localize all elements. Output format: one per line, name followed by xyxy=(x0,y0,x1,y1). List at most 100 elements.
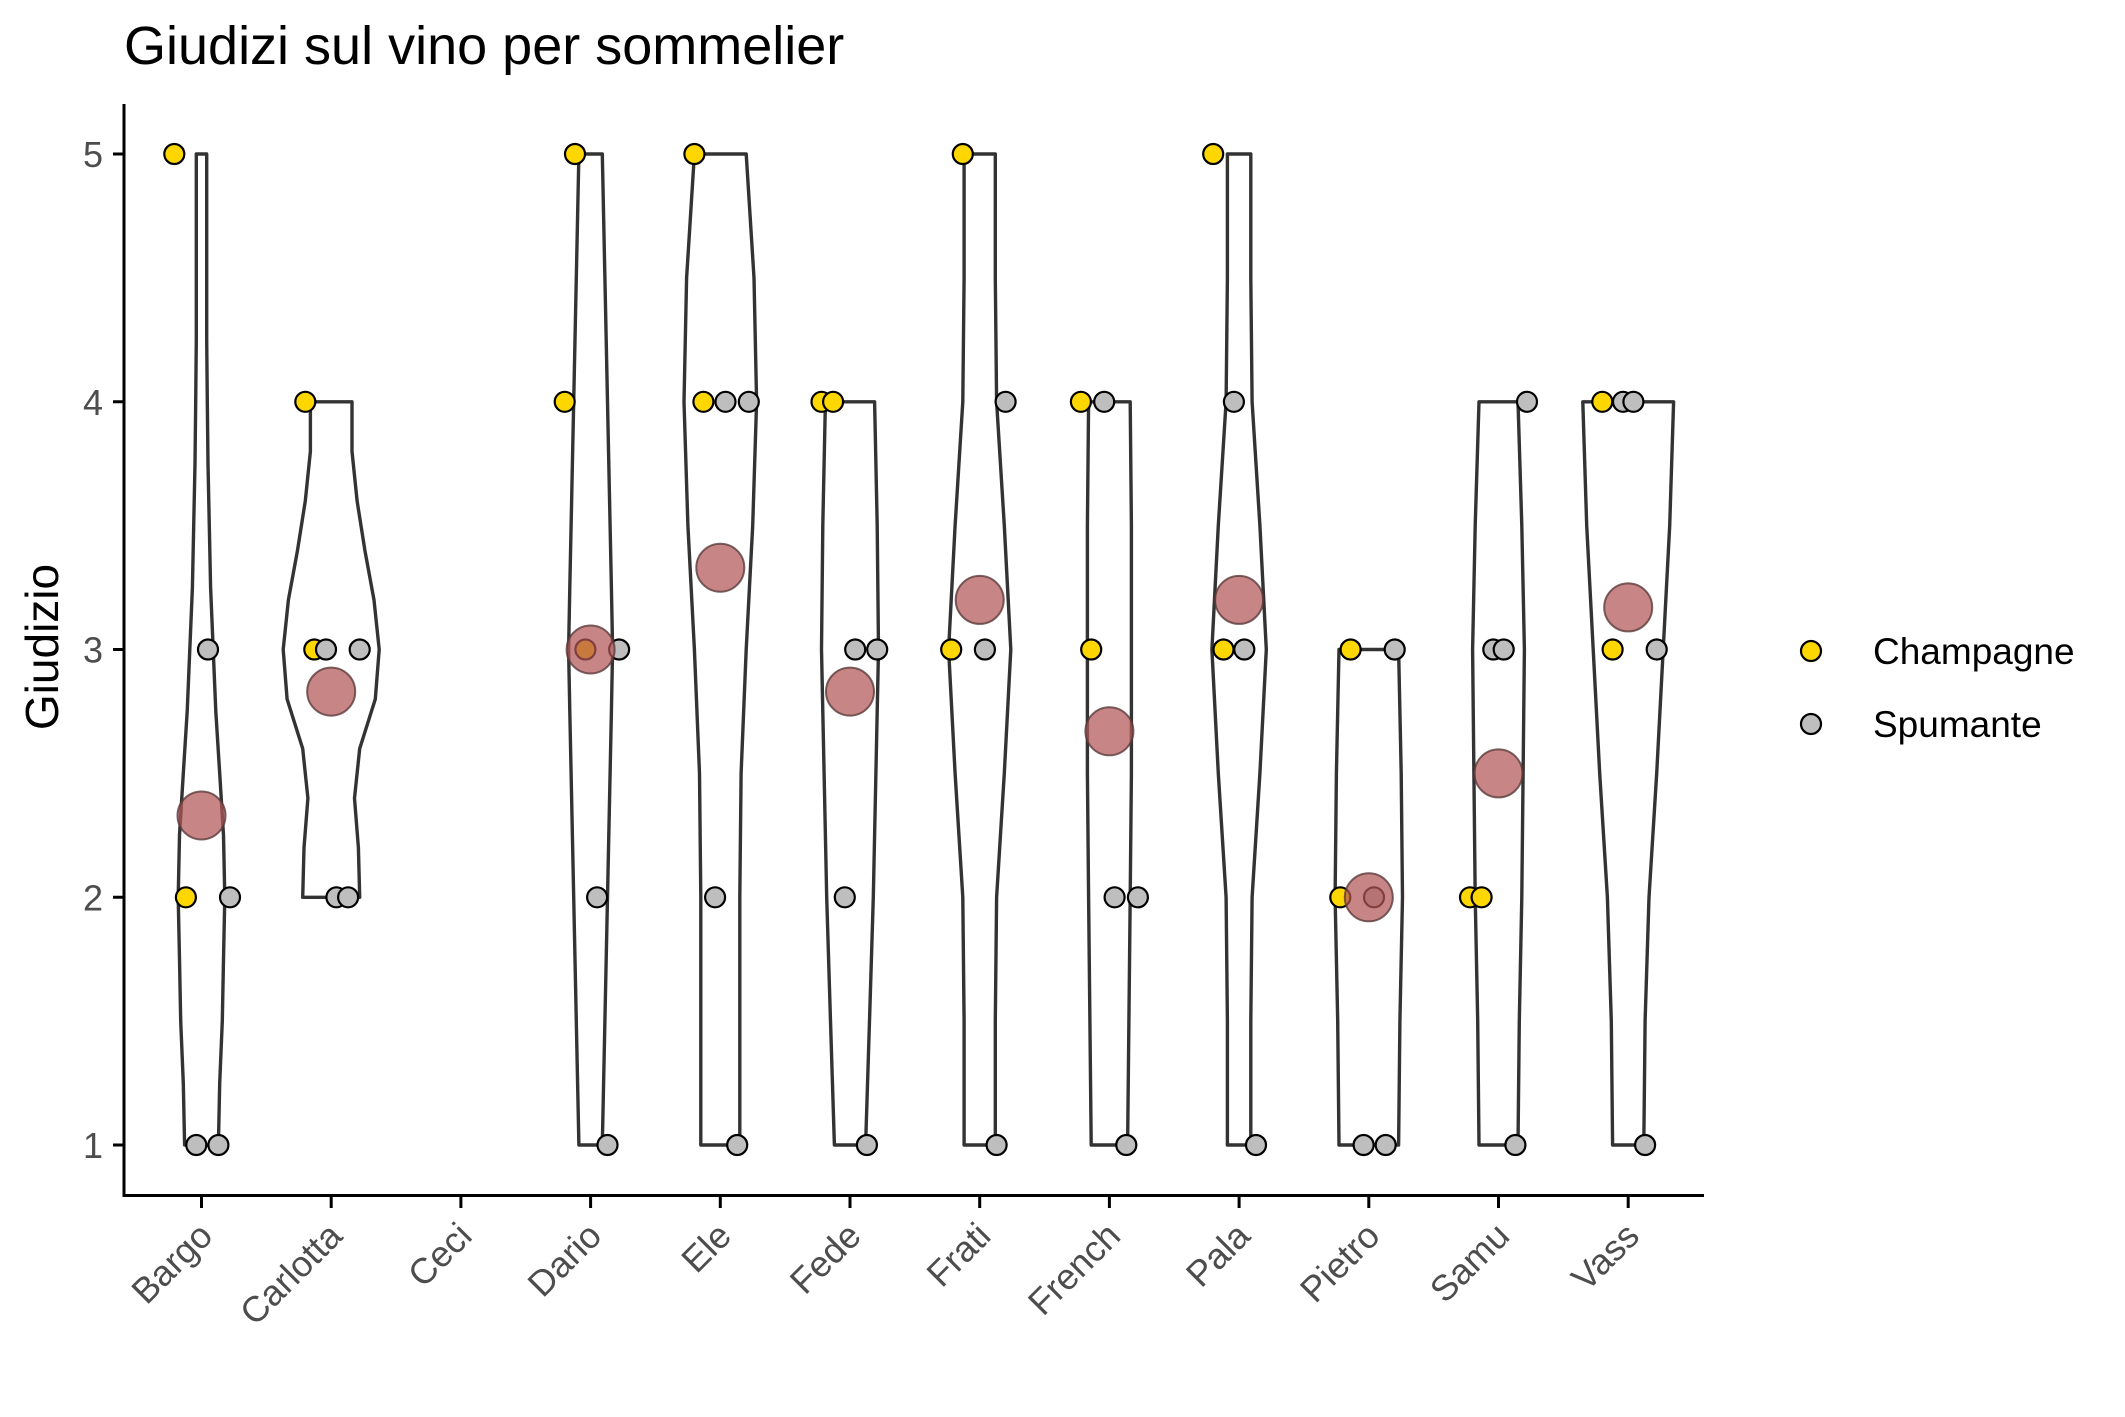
x-axis: Bargo Carlotta Ceci Dario Ele Fede Frati French… xyxy=(122,1194,1704,1333)
point-champagne-ele-7 xyxy=(683,142,706,166)
point-spumante-samu-36 xyxy=(1504,1133,1527,1157)
point-spumante-frati-19 xyxy=(994,390,1017,413)
point-champagne-vass-22 xyxy=(1601,638,1624,661)
violin-samu xyxy=(1470,400,1527,1147)
point-spumante-bargo-1 xyxy=(218,886,242,909)
point-champagne-pala-15 xyxy=(1202,142,1225,166)
legend-item-champagne: Champagne xyxy=(1799,631,2075,672)
mean-pala xyxy=(1214,574,1265,625)
point-spumante-pietro-29 xyxy=(1383,638,1406,661)
y-tick-label-1: 1 xyxy=(83,1125,103,1166)
point-spumante-vass-38 xyxy=(1622,390,1645,413)
point-spumante-french-22 xyxy=(1093,390,1116,413)
y-tick-label-3: 3 xyxy=(83,630,103,671)
x-tick-label-samu: Samu xyxy=(1422,1215,1517,1310)
x-tick-label-french: French xyxy=(1020,1215,1128,1323)
y-tick-label-4: 4 xyxy=(83,382,103,423)
mean-frati xyxy=(954,574,1005,625)
y-axis: 1 2 3 4 5 xyxy=(83,104,126,1197)
point-spumante-french-24 xyxy=(1126,886,1150,909)
point-champagne-fede-10 xyxy=(821,390,845,413)
point-spumante-bargo-0 xyxy=(196,638,220,661)
point-spumante-bargo-3 xyxy=(207,1133,230,1157)
legend-key-champagne xyxy=(1799,639,1823,663)
mean-samu xyxy=(1473,748,1524,799)
x-tick-label-ceci: Ceci xyxy=(400,1215,480,1295)
legend: Champagne Spumante xyxy=(1799,631,2075,745)
violin-layer xyxy=(176,152,1676,1147)
legend-item-spumante: Spumante xyxy=(1799,704,2042,745)
x-tick-label-frati: Frati xyxy=(918,1215,998,1295)
violin-fede xyxy=(819,400,881,1147)
x-tick-label-fede: Fede xyxy=(782,1215,869,1302)
point-spumante-frati-21 xyxy=(985,1133,1008,1157)
y-axis-title: Giudizio xyxy=(16,564,68,730)
point-spumante-fede-16 xyxy=(866,638,889,661)
violin-vass xyxy=(1581,400,1676,1147)
y-tick-label-5: 5 xyxy=(83,134,103,175)
x-tick-label-pietro: Pietro xyxy=(1292,1215,1387,1310)
point-spumante-ele-11 xyxy=(714,390,737,413)
point-champagne-frati-12 xyxy=(940,638,963,661)
point-champagne-frati-11 xyxy=(951,142,974,166)
legend-key-spumante xyxy=(1799,712,1823,736)
point-spumante-dario-9 xyxy=(585,886,609,909)
point-spumante-carlotta-5 xyxy=(348,638,371,661)
point-spumante-samu-35 xyxy=(1492,638,1515,661)
point-spumante-fede-15 xyxy=(844,638,867,661)
violin-bargo xyxy=(176,152,227,1147)
point-spumante-frati-20 xyxy=(973,638,997,661)
y-tick-label-2: 2 xyxy=(83,877,103,918)
point-spumante-ele-12 xyxy=(737,390,760,413)
violin-pietro xyxy=(1333,647,1405,1147)
mean-french xyxy=(1084,706,1135,757)
violin-french xyxy=(1085,400,1134,1147)
point-spumante-carlotta-4 xyxy=(314,638,338,661)
point-spumante-pala-26 xyxy=(1222,390,1246,413)
point-champagne-samu-20 xyxy=(1470,886,1493,909)
point-spumante-ele-14 xyxy=(726,1133,749,1157)
point-champagne-dario-5 xyxy=(553,390,576,413)
point-spumante-dario-10 xyxy=(596,1133,619,1157)
point-spumante-fede-18 xyxy=(855,1133,879,1157)
point-spumante-ele-13 xyxy=(703,886,727,909)
mean-dario xyxy=(565,624,616,675)
mean-fede xyxy=(825,666,875,717)
point-spumante-french-25 xyxy=(1115,1133,1138,1157)
x-tick-label-pala: Pala xyxy=(1178,1214,1259,1295)
point-champagne-carlotta-2 xyxy=(294,390,317,413)
point-spumante-pietro-32 xyxy=(1374,1133,1397,1157)
x-tick-label-ele: Ele xyxy=(673,1215,739,1281)
point-spumante-fede-17 xyxy=(833,886,856,909)
point-champagne-french-14 xyxy=(1080,638,1103,661)
point-champagne-vass-21 xyxy=(1591,390,1614,413)
violin-pala xyxy=(1210,152,1268,1147)
point-champagne-bargo-1 xyxy=(174,886,197,909)
mean-bargo xyxy=(176,790,227,841)
point-spumante-carlotta-7 xyxy=(337,886,360,909)
x-tick-label-dario: Dario xyxy=(519,1215,609,1305)
point-spumante-french-23 xyxy=(1103,886,1126,909)
point-champagne-bargo-0 xyxy=(163,142,186,166)
point-spumante-vass-39 xyxy=(1645,638,1668,661)
legend-label-spumante: Spumante xyxy=(1873,704,2042,745)
chart-title: Giudizi sul vino per sommelier xyxy=(124,16,844,76)
point-spumante-pala-28 xyxy=(1244,1133,1268,1157)
point-spumante-vass-40 xyxy=(1633,1133,1657,1157)
x-tick-label-vass: Vass xyxy=(1563,1215,1647,1299)
point-champagne-dario-4 xyxy=(563,142,587,166)
point-spumante-pietro-31 xyxy=(1352,1133,1375,1157)
mean-vass xyxy=(1603,582,1654,633)
point-spumante-pala-27 xyxy=(1233,638,1256,661)
violin-ele xyxy=(682,152,759,1147)
mean-carlotta xyxy=(306,666,357,717)
means-layer xyxy=(176,542,1654,923)
point-spumante-bargo-2 xyxy=(185,1133,208,1157)
point-champagne-pietro-17 xyxy=(1339,638,1362,661)
point-champagne-pala-16 xyxy=(1212,638,1235,661)
points-layer xyxy=(163,142,1668,1157)
x-tick-label-bargo: Bargo xyxy=(123,1215,220,1312)
point-champagne-ele-8 xyxy=(692,390,715,413)
mean-ele xyxy=(695,542,746,593)
